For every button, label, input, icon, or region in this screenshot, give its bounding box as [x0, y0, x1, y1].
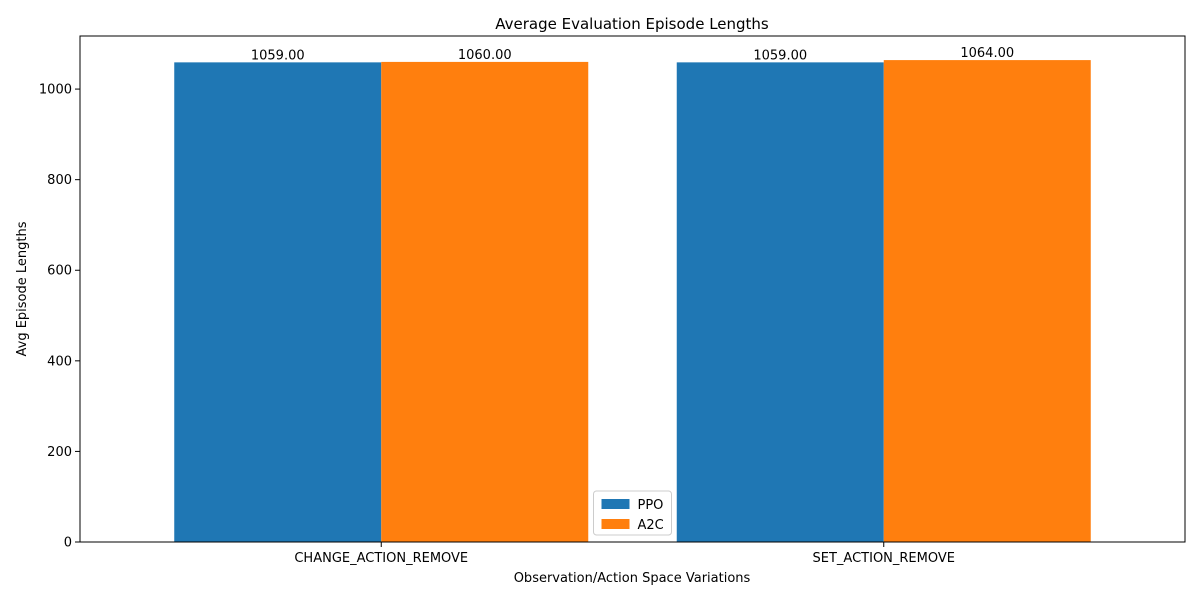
x-tick-label: SET_ACTION_REMOVE: [813, 551, 955, 566]
legend-swatch: [601, 499, 630, 509]
data-labels: 1059.00 1059.00 1060.00 1064.00: [251, 46, 1014, 63]
x-tick-label: CHANGE_ACTION_REMOVE: [294, 551, 468, 566]
x-axis-label: Observation/Action Space Variations: [514, 571, 751, 586]
legend: PPO A2C: [593, 490, 672, 536]
y-tick-label: 200: [47, 445, 72, 460]
bar-ppo-set-action-remove: [676, 62, 884, 542]
legend-swatch: [601, 519, 630, 529]
chart-title: Average Evaluation Episode Lengths: [495, 15, 769, 33]
bar-a2c-change-action-remove: [381, 61, 589, 542]
legend-label: PPO: [638, 498, 664, 513]
y-tick-label: 1000: [39, 83, 72, 98]
y-axis-label: Avg Episode Lengths: [15, 221, 30, 356]
x-axis-ticks: CHANGE_ACTION_REMOVE SET_ACTION_REMOVE: [294, 542, 955, 566]
bar-a2c-set-action-remove: [883, 60, 1091, 542]
y-tick-label: 800: [47, 173, 72, 188]
bar-ppo-change-action-remove: [174, 62, 382, 542]
y-tick-label: 600: [47, 264, 72, 279]
bars: [174, 60, 1091, 542]
y-tick-label: 0: [64, 536, 72, 551]
bar-value-label: 1059.00: [251, 48, 305, 63]
y-axis-ticks: 0 200 400 600 800 1000: [39, 83, 80, 551]
bar-value-label: 1060.00: [458, 48, 512, 63]
legend-label: A2C: [638, 518, 664, 533]
bar-value-label: 1064.00: [960, 46, 1014, 61]
plot-frame: [79, 35, 1186, 543]
y-tick-label: 400: [47, 354, 72, 369]
bar-value-label: 1059.00: [753, 48, 807, 63]
